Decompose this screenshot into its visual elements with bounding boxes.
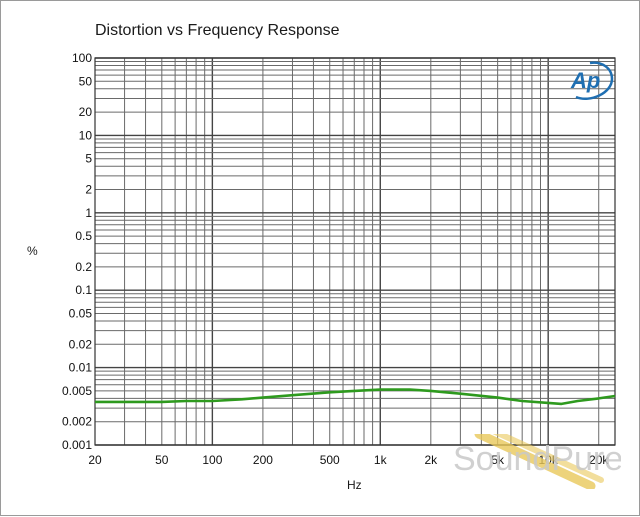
x-tick-label: 200 (253, 453, 273, 467)
distortion-series-line (95, 388, 616, 406)
x-tick-label: 20k (589, 453, 609, 467)
x-tick-label: 1k (374, 453, 388, 467)
y-tick-label: 0.005 (62, 384, 92, 398)
y-tick-label: 100 (72, 51, 92, 65)
y-tick-label: 2 (85, 183, 92, 197)
plot-border (94, 57, 616, 446)
y-tick-label: 10 (79, 128, 93, 142)
y-tick-label: 1 (85, 206, 92, 220)
chart-title: Distortion vs Frequency Response (95, 22, 340, 39)
y-tick-label: 0.001 (62, 438, 92, 452)
y-tick-label: 0.02 (69, 337, 93, 351)
y-tick-label: 20 (79, 105, 93, 119)
y-axis-label: % (27, 244, 38, 258)
y-tick-label: 0.1 (75, 283, 92, 297)
x-tick-label: 2k (424, 453, 438, 467)
watermark-text: SoundPure (453, 440, 621, 478)
y-tick-label: 0.5 (75, 229, 92, 243)
y-tick-label: 5 (85, 152, 92, 166)
y-tick-label: 0.01 (69, 361, 93, 375)
x-tick-label: 100 (202, 453, 222, 467)
y-tick-label: 0.2 (75, 260, 92, 274)
x-tick-label: 20 (88, 453, 102, 467)
x-tick-label: 5k (491, 453, 505, 467)
x-tick-label: 500 (320, 453, 340, 467)
audio-precision-logo: Ap (570, 61, 614, 100)
y-tick-label: 50 (79, 74, 93, 88)
y-tick-label: 0.002 (62, 415, 92, 429)
logo-text: Ap (570, 68, 600, 93)
soundpure-watermark: SoundPure (453, 434, 621, 489)
x-tick-label: 50 (155, 453, 169, 467)
y-tick-label: 0.05 (69, 306, 93, 320)
x-axis-label: Hz (347, 478, 362, 492)
